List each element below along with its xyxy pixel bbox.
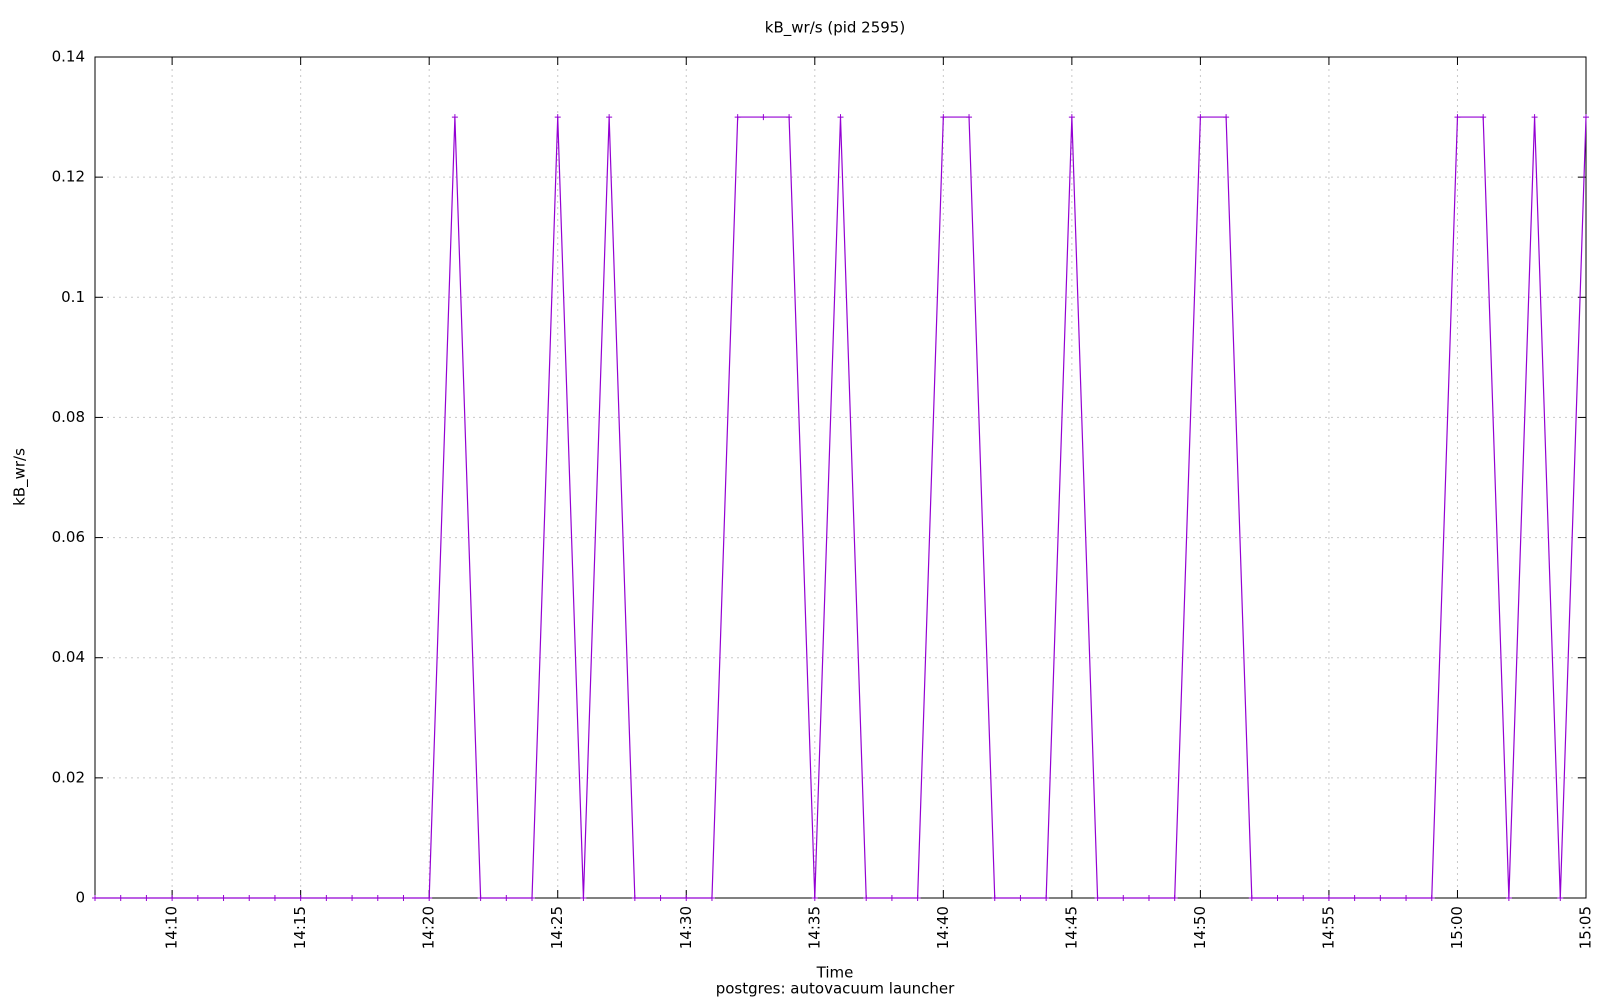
x-tick-label: 14:30 <box>677 906 695 949</box>
data-point <box>863 895 870 901</box>
data-point <box>991 895 998 901</box>
chart-subtitle: postgres: autovacuum launcher <box>716 980 955 998</box>
data-point <box>143 895 150 901</box>
y-tick-label: 0.1 <box>61 288 85 306</box>
data-point <box>1454 114 1461 121</box>
x-axis-label: Time <box>816 964 854 982</box>
data-point <box>1300 895 1307 901</box>
data-point <box>297 895 304 901</box>
data-point <box>1197 114 1204 121</box>
y-tick-label: 0.06 <box>52 528 85 546</box>
data-point <box>1068 114 1075 121</box>
x-tick-label: 14:20 <box>420 906 438 949</box>
data-point <box>786 114 793 121</box>
data-point <box>811 895 818 901</box>
data-point <box>1043 895 1050 901</box>
data-point <box>246 895 253 901</box>
data-point <box>194 895 201 901</box>
data-point <box>1428 895 1435 901</box>
y-tick-label: 0.08 <box>52 408 85 426</box>
y-tick-label: 0.02 <box>52 768 85 786</box>
x-tick-label: 14:50 <box>1191 906 1209 949</box>
data-point <box>914 895 921 901</box>
data-point <box>1325 895 1332 901</box>
data-point <box>708 895 715 901</box>
data-point <box>92 895 98 901</box>
data-point <box>529 895 536 901</box>
x-tick-label: 14:55 <box>1319 906 1337 949</box>
data-point <box>477 895 484 901</box>
y-tick-label: 0.14 <box>52 48 85 66</box>
y-tick-label: 0 <box>75 889 85 907</box>
x-tick-label: 14:15 <box>291 906 309 949</box>
data-point <box>1557 895 1564 901</box>
x-tick-label: 14:45 <box>1062 906 1080 949</box>
data-point <box>117 895 124 901</box>
x-tick-label: 14:35 <box>805 906 823 949</box>
data-point <box>734 114 741 121</box>
y-tick-label: 0.12 <box>52 168 85 186</box>
data-point <box>349 895 356 901</box>
data-point <box>271 895 278 901</box>
data-point <box>323 895 330 901</box>
data-point <box>837 114 844 121</box>
data-point <box>888 895 895 901</box>
data-point <box>1094 895 1101 901</box>
data-point <box>169 895 176 901</box>
data-point <box>503 895 510 901</box>
data-point <box>1480 114 1487 121</box>
data-point <box>374 895 381 901</box>
data-point <box>1274 895 1281 901</box>
x-tick-label: 14:40 <box>934 906 952 949</box>
data-point <box>580 895 587 901</box>
data-line <box>95 116 1587 899</box>
data-point <box>426 895 433 901</box>
y-tick-label: 0.04 <box>52 648 85 666</box>
data-point <box>760 114 767 121</box>
data-point <box>1120 895 1127 901</box>
data-point <box>606 114 613 121</box>
data-point <box>940 114 947 121</box>
data-point <box>1403 895 1410 901</box>
data-point <box>1248 895 1255 901</box>
x-tick-label: 15:00 <box>1448 906 1466 949</box>
data-point <box>1505 895 1512 901</box>
data-point <box>1017 895 1024 901</box>
data-point <box>966 114 973 121</box>
data-point <box>657 895 664 901</box>
data-point <box>220 895 227 901</box>
data-point <box>1531 114 1538 121</box>
data-point <box>1583 114 1589 121</box>
data-point <box>1351 895 1358 901</box>
data-point <box>554 114 561 121</box>
x-tick-label: 14:10 <box>163 906 181 949</box>
x-tick-label: 14:25 <box>548 906 566 949</box>
data-point <box>631 895 638 901</box>
data-point <box>451 114 458 121</box>
data-point <box>1223 114 1230 121</box>
data-point <box>683 895 690 901</box>
plot-frame <box>94 56 1587 899</box>
y-axis-label: kB_wr/s <box>11 448 30 506</box>
data-point <box>1377 895 1384 901</box>
data-point <box>400 895 407 901</box>
chart-title: kB_wr/s (pid 2595) <box>765 19 905 38</box>
x-tick-label: 15:05 <box>1577 906 1595 949</box>
data-point <box>1145 895 1152 901</box>
data-point <box>1171 895 1178 901</box>
